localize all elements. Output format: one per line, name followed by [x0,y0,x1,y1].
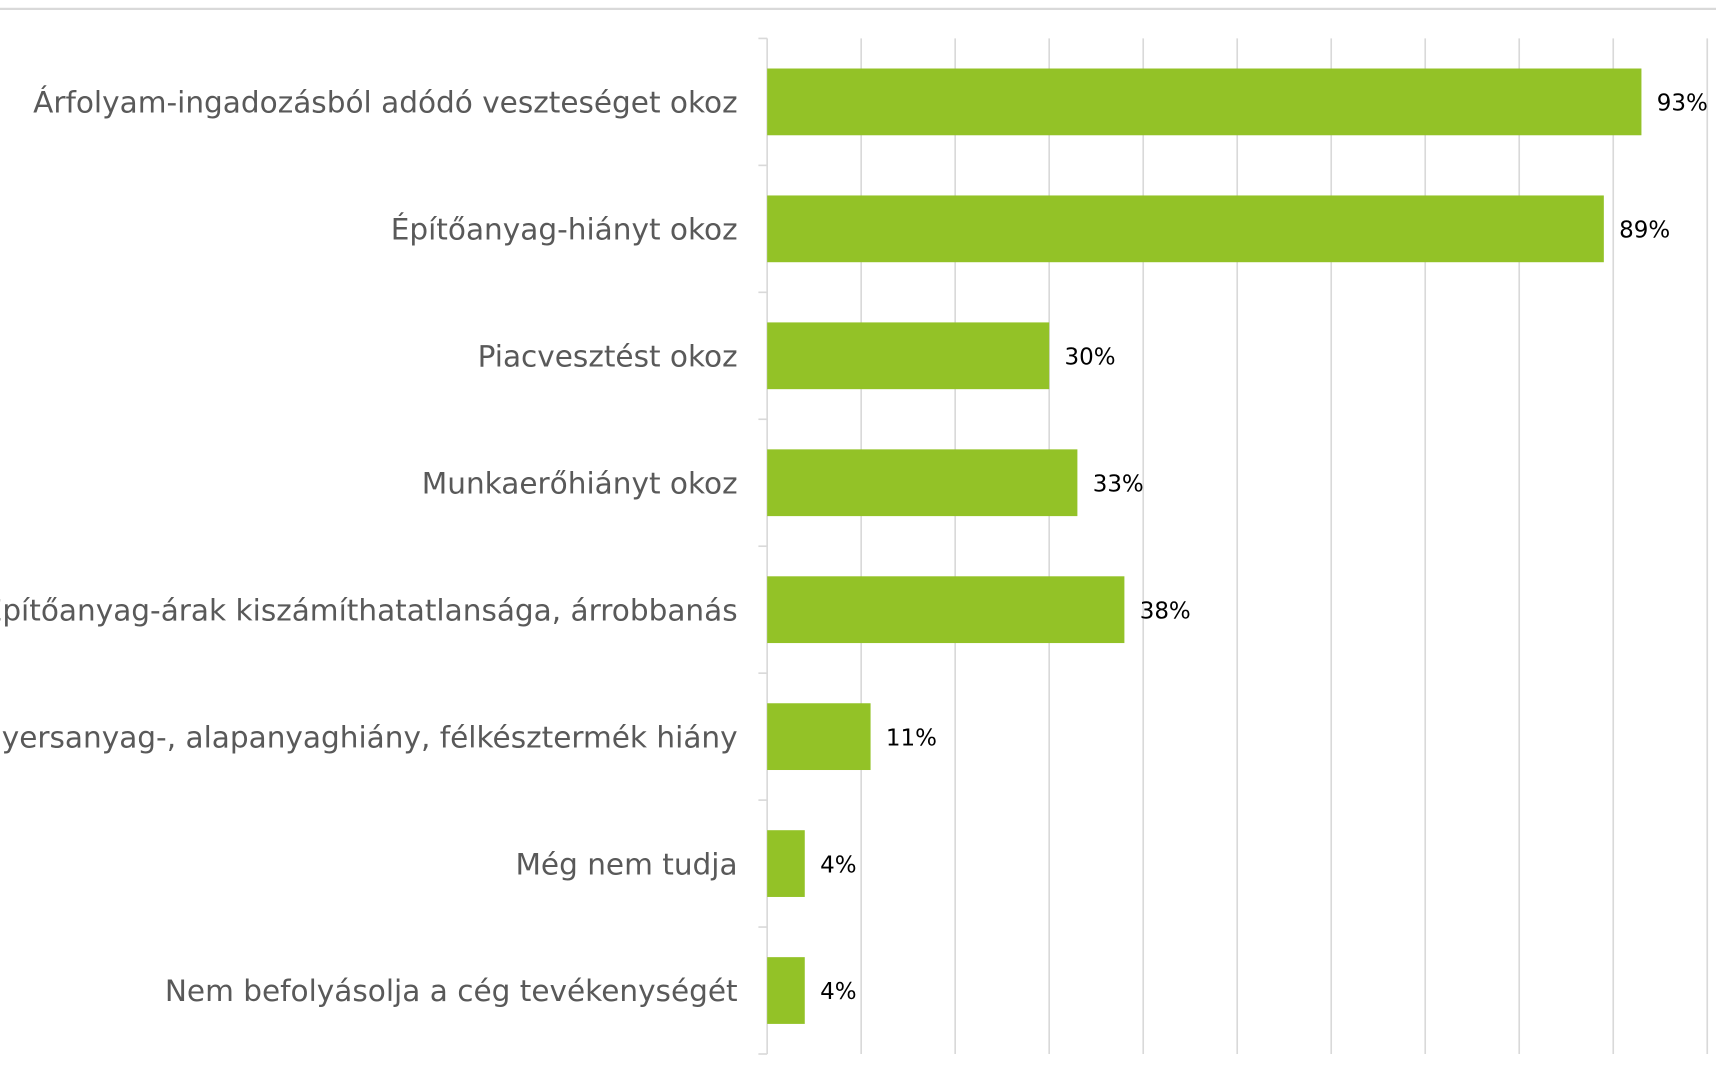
bar [767,195,1604,263]
bar [767,68,1642,136]
data-label: 89% [1619,218,1670,244]
y-tick-label: Piacvesztést okoz [478,339,738,373]
data-label: 38% [1140,598,1191,624]
bar [767,703,871,771]
bar [767,322,1050,390]
data-label: 30% [1065,344,1116,370]
data-label: 33% [1093,471,1144,497]
y-tick-label: Építőanyag-árak kiszámíthatatlansága, ár… [0,592,738,627]
bar [767,957,805,1024]
y-tick-label: Nem befolyásolja a cég tevékenységét [165,974,738,1008]
y-tick-label: Építőanyag-hiányt okoz [391,212,738,247]
y-tick-label: Még nem tudja [515,847,737,881]
bar [767,830,805,897]
data-label: 93% [1657,91,1708,117]
data-label: 4% [820,852,856,878]
bar [767,449,1078,517]
y-tick-label: Nyersanyag-, alapanyaghiány, félkészterm… [0,720,738,754]
y-tick-label: Árfolyam-ingadozásból adódó veszteséget … [33,85,737,120]
bar [767,576,1125,644]
y-tick-label: Munkaerőhiányt okoz [422,466,738,500]
data-label: 11% [886,725,937,751]
data-label: 4% [820,979,856,1005]
